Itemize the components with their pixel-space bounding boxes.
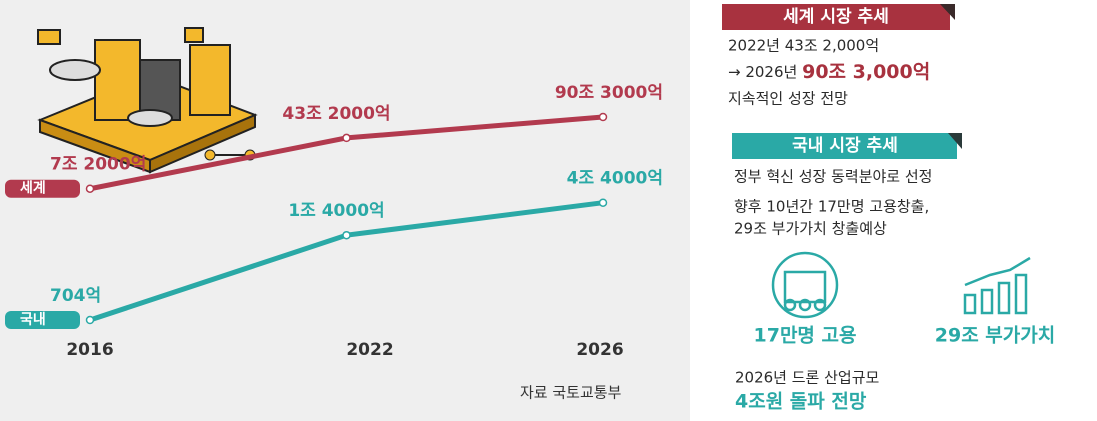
text-line: 향후 10년간 17만명 고용창출, xyxy=(734,198,929,216)
text-line: 2022년 43조 2,000억 xyxy=(728,37,879,55)
x-tick-label: 2016 xyxy=(66,340,113,360)
heading-text: 세계 시장 추세 xyxy=(783,7,889,27)
x-tick-label: 2026 xyxy=(576,340,623,360)
drone-illustration xyxy=(37,27,258,174)
point xyxy=(85,315,95,325)
source: 자료 국토교통부 xyxy=(520,384,622,402)
text-line: 2026년 드론 산업규모 xyxy=(735,369,880,387)
domestic-heading: 국내 시장 추세 xyxy=(732,133,962,159)
jobs-icon xyxy=(771,251,839,319)
point xyxy=(85,184,95,193)
value-label: 704억 xyxy=(50,286,101,306)
value-label: 7조 2000억 xyxy=(50,155,146,175)
point xyxy=(342,133,351,143)
value-label: 4조 4000억 xyxy=(567,169,663,189)
legend-tag xyxy=(5,179,80,198)
value-label: 90조 3000억 xyxy=(555,83,663,103)
text-line: 29조 부가가치 창출예상 xyxy=(734,220,887,238)
legend-tag xyxy=(5,311,80,329)
heading-text: 국내 시장 추세 xyxy=(792,136,898,156)
icon-label: 17만명 고용 xyxy=(754,325,857,347)
text-line: 정부 혁신 성장 동력분야로 선정 xyxy=(734,168,932,186)
text-part: → 2026년 xyxy=(728,63,802,81)
icon-label: 29조 부가가치 xyxy=(935,325,1055,347)
outlook-emphasis: 4조원 돌파 전망 xyxy=(735,391,867,413)
point xyxy=(342,230,351,240)
point xyxy=(598,198,608,207)
value-label: 43조 2000억 xyxy=(282,104,390,124)
value-label: 1조 4000억 xyxy=(288,201,384,221)
point xyxy=(598,112,608,122)
world-heading: 세계 시장 추세 xyxy=(722,4,955,30)
text-line: → 2026년 90조 3,000억 xyxy=(728,61,930,83)
growth-icon xyxy=(963,256,1031,315)
emphasis: 90조 3,000억 xyxy=(802,61,930,83)
x-tick-label: 2022 xyxy=(346,340,393,360)
legend-label: 세계 xyxy=(20,181,46,197)
legend-label: 국내 xyxy=(20,312,46,328)
text-line: 지속적인 성장 전망 xyxy=(728,90,848,108)
